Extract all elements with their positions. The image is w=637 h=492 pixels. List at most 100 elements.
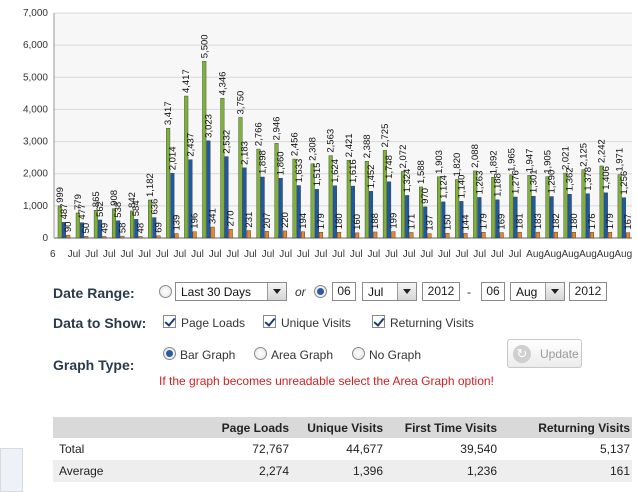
unique-visits-checkbox-label: Unique Visits xyxy=(281,316,351,330)
page-loads-data-label: 1,905 xyxy=(542,150,553,174)
page-loads-checkbox[interactable] xyxy=(163,315,176,328)
returning-visits-data-label: 180 xyxy=(569,213,580,229)
page-loads-bar xyxy=(400,171,405,239)
returning-visits-checkbox-label: Returning Visits xyxy=(390,316,474,330)
unique-visits-data-label: 477 xyxy=(77,204,88,220)
chevron-down-icon xyxy=(545,283,564,300)
from-month-select[interactable]: Jul xyxy=(362,282,417,301)
returning-visits-bar xyxy=(102,236,107,239)
no-graph-radio[interactable] xyxy=(352,347,365,360)
bar-graph-radio[interactable] xyxy=(163,347,176,360)
page-loads-data-label: 1,820 xyxy=(452,153,463,177)
unique-visits-bar xyxy=(621,197,626,239)
unique-visits-bar xyxy=(495,199,500,239)
unique-visits-data-label: 1,452 xyxy=(366,165,377,189)
x-tick-label: Jul xyxy=(403,249,416,260)
x-tick-label: Jul xyxy=(68,249,81,260)
to-month-select[interactable]: Aug xyxy=(510,282,565,301)
page-loads-data-label: 2,456 xyxy=(290,132,301,156)
page-loads-data-label: 779 xyxy=(73,194,84,210)
unique-visits-data-label: 1,860 xyxy=(276,151,287,175)
x-tick-label: Aug xyxy=(544,249,562,260)
returning-visits-bar xyxy=(174,233,179,239)
x-tick-label: Jul xyxy=(209,249,222,260)
preset-range-radio[interactable] xyxy=(159,285,172,298)
update-button[interactable]: ↻ Update xyxy=(507,339,582,368)
bar-graph-label: Bar Graph xyxy=(180,348,236,362)
page-loads-data-label: 2,388 xyxy=(362,134,373,158)
to-year-field[interactable]: 2012 xyxy=(569,282,607,301)
returning-visits-data-label: 207 xyxy=(262,212,273,228)
range-dash: - xyxy=(467,285,471,299)
side-panel-edge xyxy=(0,448,23,492)
preset-range-select[interactable]: Last 30 Days xyxy=(175,282,287,301)
page-loads-bar xyxy=(93,209,98,239)
page-loads-bar xyxy=(202,61,207,239)
y-tick-label: 5,000 xyxy=(23,72,48,83)
x-tick-label: Jul xyxy=(121,249,134,260)
unique-visits-bar xyxy=(116,220,121,239)
unique-visits-data-label: 1,616 xyxy=(348,159,359,183)
page-loads-data-label: 2,946 xyxy=(272,117,283,141)
unique-visits-data-label: 1,256 xyxy=(619,171,630,195)
page-loads-data-label: 865 xyxy=(91,191,102,207)
x-tick-label: Jul xyxy=(156,249,169,260)
from-day-field[interactable]: 06 xyxy=(332,282,356,301)
page-loads-data-label: 2,088 xyxy=(470,144,481,168)
unique-visits-bar xyxy=(567,194,572,239)
page-loads-data-label: 4,417 xyxy=(181,69,192,93)
returning-visits-data-label: 150 xyxy=(442,214,453,230)
table-cell: 1,396 xyxy=(291,460,385,482)
unique-visits-bar xyxy=(206,140,211,239)
table-header-row: Page Loads Unique Visits First Time Visi… xyxy=(53,417,632,438)
or-text: or xyxy=(295,285,306,299)
preset-range-value: Last 30 Days xyxy=(181,285,252,299)
from-year-field[interactable]: 2012 xyxy=(422,282,460,301)
returning-visits-data-label: 49 xyxy=(99,223,110,234)
graph-type-label: Graph Type: xyxy=(53,357,135,373)
page-loads-bar xyxy=(617,174,622,239)
to-day-field[interactable]: 06 xyxy=(481,282,505,301)
page-loads-data-label: 2,421 xyxy=(344,133,355,157)
unique-visits-data-label: 970 xyxy=(420,188,431,204)
returning-visits-bar xyxy=(463,233,468,239)
unique-visits-data-label: 1,301 xyxy=(529,169,540,193)
unique-visits-bar xyxy=(61,222,66,239)
unique-visits-bar xyxy=(513,196,518,239)
x-tick-label: Jul xyxy=(385,249,398,260)
returning-visits-data-label: 69 xyxy=(153,222,164,233)
returning-visits-bar xyxy=(626,232,631,239)
no-graph-label: No Graph xyxy=(369,348,422,362)
table-row: Total 72,767 44,677 39,540 5,137 xyxy=(53,438,632,460)
returning-visits-bar xyxy=(571,232,576,239)
returning-visits-bar xyxy=(192,231,197,239)
y-tick-label: 6,000 xyxy=(23,40,48,51)
table-cell: 2,274 xyxy=(197,460,291,482)
page-loads-data-label: 1,588 xyxy=(416,160,427,184)
unique-visits-bar xyxy=(603,192,608,239)
unique-visits-data-label: 1,276 xyxy=(511,170,522,194)
unique-visits-bar xyxy=(260,176,265,239)
returning-visits-bar xyxy=(499,232,504,239)
area-graph-radio[interactable] xyxy=(254,347,267,360)
returning-visits-bar xyxy=(156,235,161,239)
returning-visits-data-label: 167 xyxy=(623,214,634,230)
custom-range-radio[interactable] xyxy=(314,285,327,298)
returning-visits-bar xyxy=(517,231,522,239)
unique-visits-checkbox[interactable] xyxy=(263,315,276,328)
x-tick-label: Jul xyxy=(262,249,275,260)
returning-visits-data-label: 181 xyxy=(515,213,526,229)
page-loads-bar xyxy=(75,212,80,239)
unique-visits-bar xyxy=(332,185,337,239)
unique-visits-bar xyxy=(278,178,283,239)
page-loads-data-label: 842 xyxy=(127,192,138,208)
returning-visits-checkbox[interactable] xyxy=(372,315,385,328)
returning-visits-bar xyxy=(337,232,342,239)
unique-visits-data-label: 1,124 xyxy=(438,175,449,199)
table-header-unique-visits: Unique Visits xyxy=(291,417,385,438)
returning-visits-bar xyxy=(264,231,269,239)
page-loads-data-label: 2,072 xyxy=(398,145,409,169)
page-loads-bar xyxy=(57,205,62,239)
x-tick-label: Jul xyxy=(367,249,380,260)
x-tick-label: Aug xyxy=(579,249,597,260)
